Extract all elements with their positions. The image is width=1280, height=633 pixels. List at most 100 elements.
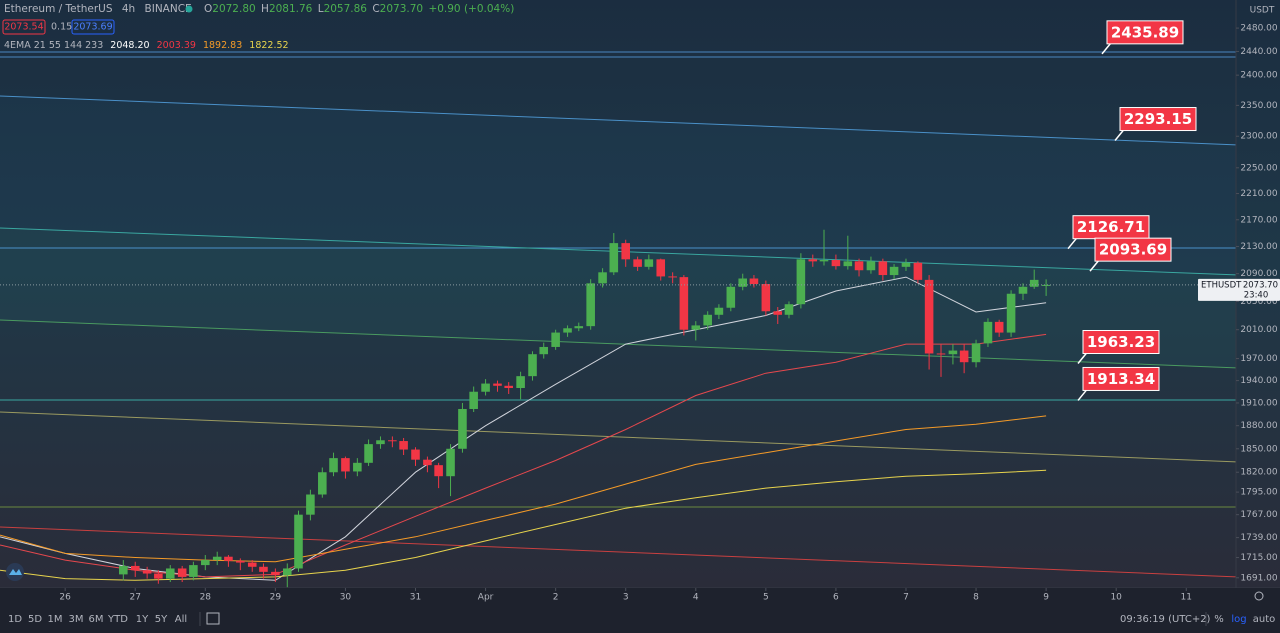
status-dot — [185, 5, 193, 13]
range-button[interactable]: 1D — [8, 614, 22, 625]
candle-body — [318, 472, 327, 495]
clock[interactable]: 09:36:19 (UTC+2) — [1120, 614, 1211, 625]
annotation-box — [1106, 20, 1184, 45]
candle-body — [212, 556, 222, 561]
y-tick-label: 1910.00 — [1240, 398, 1277, 408]
annotation-label[interactable]: 2293.15 — [1124, 110, 1192, 128]
zone — [0, 96, 1236, 275]
candle-body — [516, 376, 525, 389]
percent-toggle[interactable]: % — [1214, 614, 1224, 625]
indicator[interactable]: 4EMA 21 55 144 233 — [4, 40, 103, 51]
annotation-label[interactable]: 1963.23 — [1087, 333, 1155, 351]
logo-mark — [9, 569, 22, 575]
settings-icon[interactable] — [1254, 591, 1264, 601]
range-button[interactable]: 6M — [89, 614, 104, 625]
candle-body — [889, 266, 899, 276]
range-button[interactable]: YTD — [107, 614, 128, 625]
trend-line — [0, 227, 1236, 276]
candle-body — [621, 243, 630, 260]
ask-box[interactable] — [71, 19, 115, 35]
candle-body — [656, 259, 666, 277]
symbol[interactable]: Ethereum / TetherUS — [4, 3, 113, 15]
ohlc-value: 2072.80 — [212, 3, 255, 15]
range-button[interactable]: 5D — [28, 614, 42, 625]
toolbar — [0, 606, 1280, 633]
y-tick-label: 1691.00 — [1240, 573, 1277, 583]
candle-body — [481, 383, 490, 392]
annotation-label[interactable]: 2093.69 — [1099, 241, 1167, 259]
ask[interactable]: 2073.69 — [73, 22, 112, 33]
annotation-pointer — [1089, 259, 1100, 272]
bid-box[interactable] — [2, 19, 46, 35]
x-tick-label: 28 — [200, 593, 212, 603]
y-tick-label: 2050.00 — [1240, 297, 1277, 307]
ema-line — [0, 415, 1047, 563]
candle-body — [924, 279, 934, 354]
candle-body — [586, 283, 595, 327]
candle-body — [668, 276, 677, 278]
candle-body — [948, 350, 958, 355]
candle-body — [796, 259, 806, 305]
candle-body — [353, 462, 362, 472]
spread: 0.15 — [51, 22, 72, 33]
annotation-box — [1119, 107, 1197, 132]
candle-body — [434, 465, 443, 477]
y-tick-label: 2250.00 — [1240, 163, 1277, 173]
candle-body — [458, 408, 467, 449]
candle-body — [1018, 286, 1028, 294]
annotation-label[interactable]: 1913.34 — [1087, 370, 1155, 388]
y-tick-label: 2480.00 — [1240, 24, 1277, 34]
annotation-pointer — [1101, 42, 1112, 55]
x-tick-label: 5 — [763, 593, 769, 603]
y-tick-label: 1880.00 — [1240, 421, 1277, 431]
candle-body — [994, 321, 1004, 333]
candle-body — [714, 307, 724, 315]
range-button[interactable]: 3M — [69, 614, 84, 625]
range-button[interactable]: 1Y — [136, 614, 149, 625]
annotation-label[interactable]: 2435.89 — [1111, 23, 1179, 41]
candle-body — [761, 284, 771, 312]
y-tick-label: 2010.00 — [1240, 325, 1277, 335]
candle-body — [539, 346, 549, 355]
range-button[interactable]: 1M — [48, 614, 63, 625]
candle-body — [819, 260, 829, 262]
time-axis — [0, 588, 1280, 605]
annotation-pointer — [1077, 352, 1088, 364]
candle-body — [703, 314, 712, 326]
candle-body — [878, 261, 888, 276]
candle-body — [364, 444, 373, 463]
y-tick-label: 1820.00 — [1240, 468, 1277, 478]
y-tick-label: 2170.00 — [1240, 215, 1277, 225]
annotation-label[interactable]: 2126.71 — [1077, 218, 1145, 236]
y-tick-label: 2130.00 — [1240, 242, 1277, 252]
candle-body — [726, 286, 736, 308]
ohlc-key: C — [372, 3, 379, 15]
x-tick-label: 29 — [270, 593, 282, 603]
candle-body — [551, 332, 560, 347]
x-tick-label: 6 — [833, 593, 839, 603]
ohlc-value: 2057.86 — [324, 3, 368, 15]
calendar-icon[interactable] — [206, 612, 220, 625]
interval[interactable]: 4h — [122, 3, 135, 15]
trend-line — [0, 319, 1236, 369]
series-layer — [0, 229, 1236, 588]
candle-body — [341, 458, 350, 472]
candle-body — [411, 449, 420, 460]
candle-body — [388, 440, 397, 442]
candle-body — [679, 277, 689, 330]
range-button[interactable]: All — [175, 614, 187, 625]
symbol-line[interactable]: Ethereum / TetherUS 4h BINANCE — [4, 3, 192, 15]
candle-body — [130, 565, 140, 571]
candle-body — [259, 566, 268, 572]
x-tick-label: 27 — [130, 593, 141, 603]
auto-toggle[interactable]: auto — [1253, 614, 1276, 625]
price-tag — [1198, 278, 1280, 301]
candle-body — [563, 328, 572, 333]
candle-body — [201, 560, 210, 566]
log-toggle[interactable]: log — [1231, 614, 1246, 625]
candle-body — [831, 260, 841, 267]
candle-body — [282, 568, 292, 576]
bid[interactable]: 2073.54 — [4, 22, 43, 33]
range-button[interactable]: 5Y — [155, 614, 168, 625]
y-tick-label: 1940.00 — [1240, 376, 1277, 386]
